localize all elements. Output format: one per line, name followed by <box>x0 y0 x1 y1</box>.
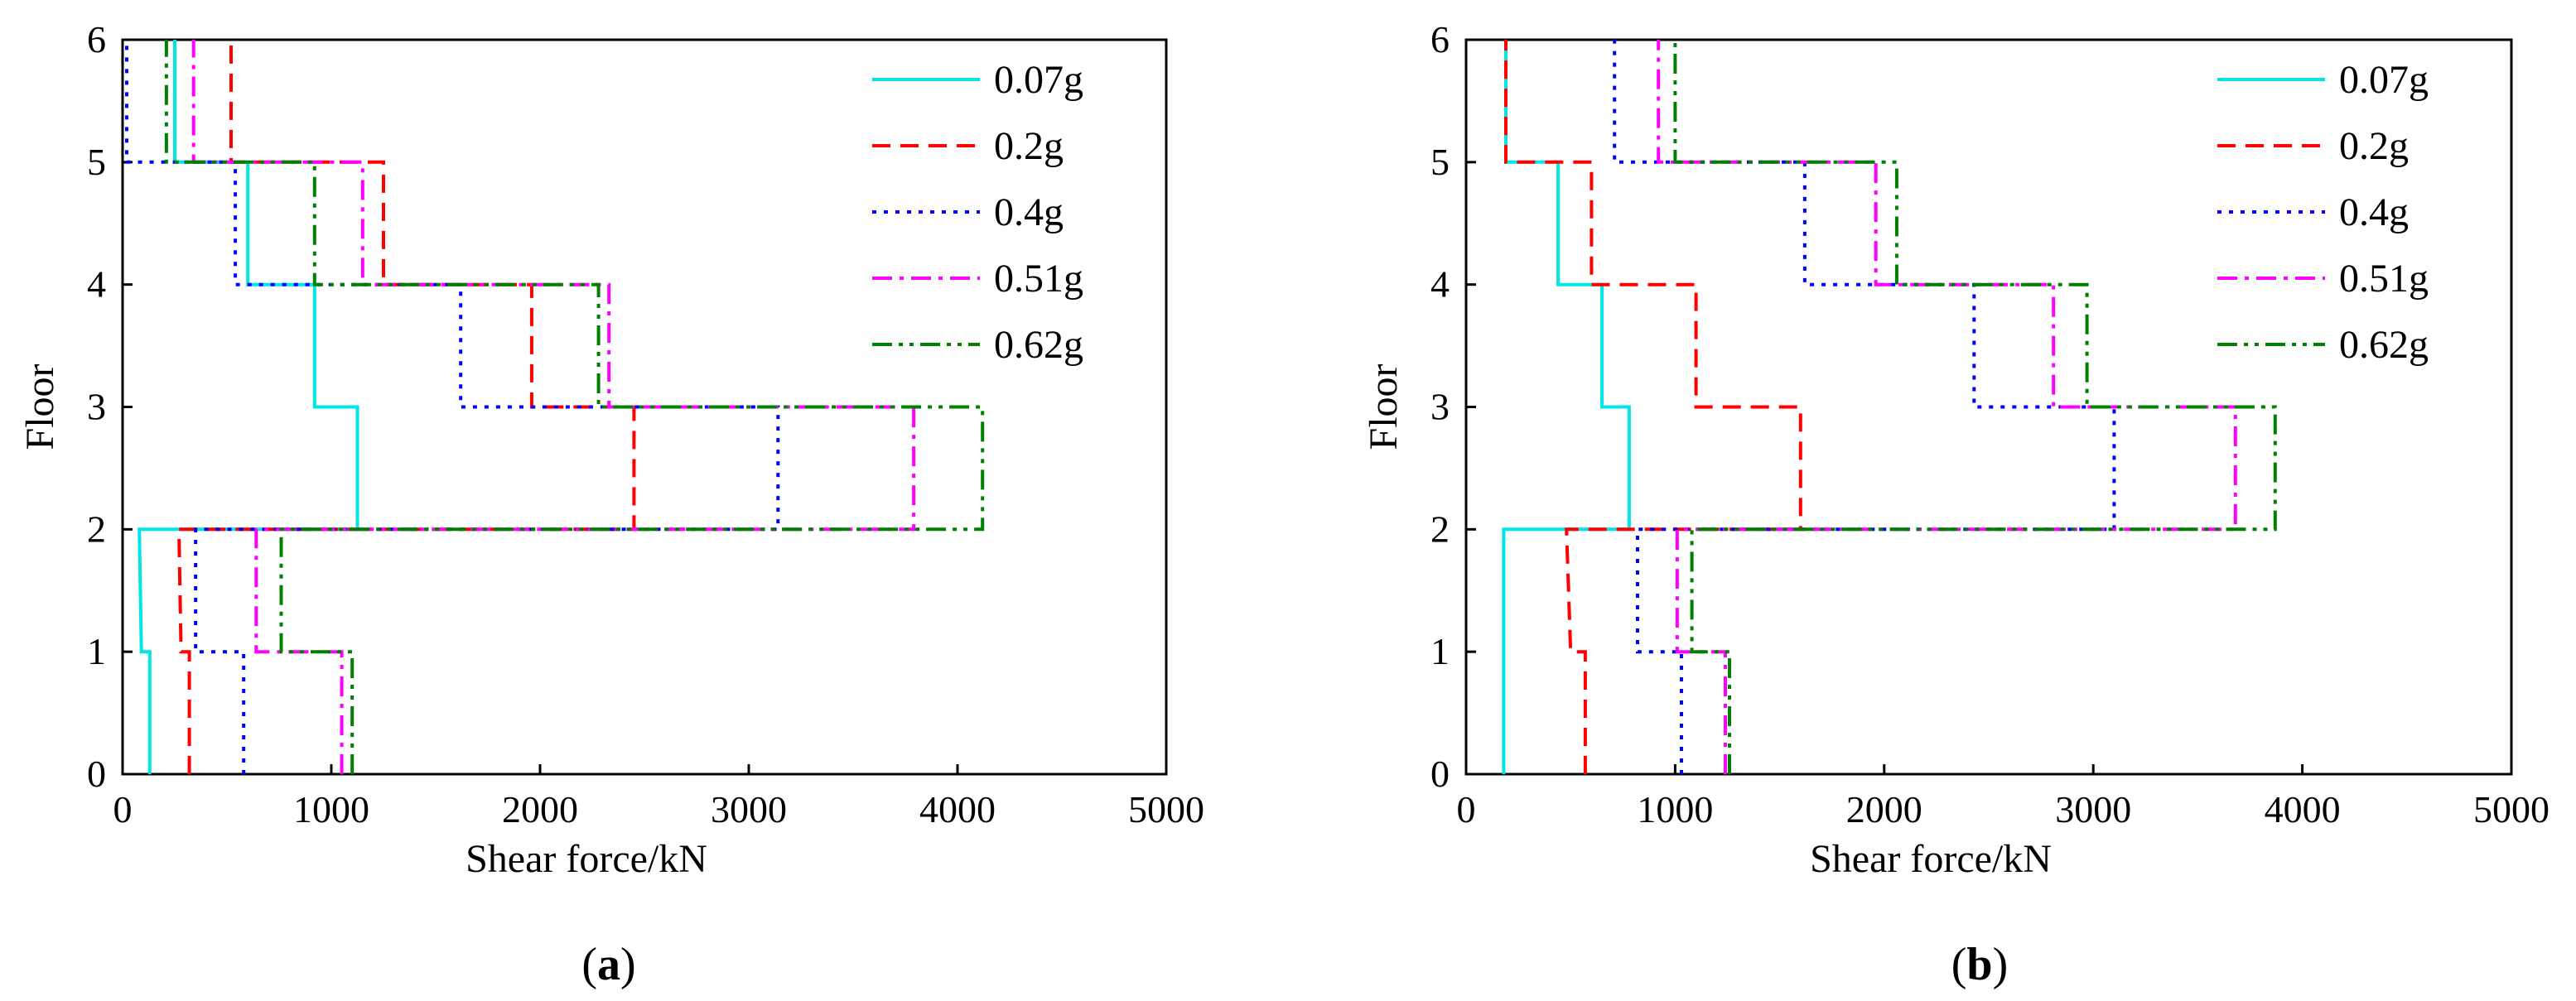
y-tick-label: 0 <box>87 753 106 795</box>
x-axis-label: Shear force/kN <box>466 837 707 881</box>
panel-b: 0 1000 2000 3000 4000 5000 0 1 2 3 4 5 6 Shear force/… <box>1362 18 2549 990</box>
y-tick-label: 5 <box>1430 141 1450 183</box>
legend-label: 0.2g <box>2339 124 2409 168</box>
x-tick-label: 3000 <box>711 788 787 830</box>
panel-caption: (a) <box>581 939 635 990</box>
y-tick-label: 1 <box>1430 630 1450 672</box>
x-tick-label: 2000 <box>1846 788 1922 830</box>
y-tick-label: 4 <box>87 263 106 306</box>
panel-a: 0 1000 2000 3000 4000 5000 0 1 2 3 4 5 6 Shear force/… <box>18 18 1204 990</box>
x-tick-label: 5000 <box>2473 788 2549 830</box>
x-tick-label: 1000 <box>1637 788 1713 830</box>
series-line-0.62g <box>164 40 985 774</box>
x-axis-label: Shear force/kN <box>1810 837 2052 881</box>
x-tick-label: 4000 <box>919 788 996 830</box>
x-tick-label: 1000 <box>293 788 369 830</box>
series-line-0.62g <box>1673 40 2277 774</box>
y-tick-label: 2 <box>87 508 106 550</box>
x-tick-label: 3000 <box>2055 788 2131 830</box>
x-tick-label: 5000 <box>1128 788 1204 830</box>
y-axis-label: Floor <box>1362 363 1406 450</box>
legend-label: 0.4g <box>2339 190 2409 234</box>
series-line-0.2g <box>176 40 636 774</box>
y-tick-label: 3 <box>1430 386 1450 428</box>
x-tick-label: 2000 <box>502 788 578 830</box>
x-tick-label: 0 <box>113 788 133 830</box>
y-tick-label: 6 <box>87 18 106 60</box>
y-tick-label: 0 <box>1430 753 1450 795</box>
y-tick-label: 6 <box>1430 18 1450 60</box>
y-axis-label: Floor <box>18 363 62 450</box>
legend-label: 0.4g <box>994 190 1064 234</box>
legend-label: 0.51g <box>2339 257 2429 301</box>
legend-label: 0.2g <box>994 124 1064 168</box>
y-tick-label: 1 <box>87 630 106 672</box>
series-line-0.07g <box>1502 40 1631 774</box>
series-line-0.4g <box>1613 40 2116 774</box>
series-line-0.07g <box>137 40 359 774</box>
legend-label: 0.07g <box>994 58 1083 102</box>
legend-label: 0.07g <box>2339 58 2429 102</box>
x-tick-label: 4000 <box>2265 788 2341 830</box>
y-tick-label: 5 <box>87 141 106 183</box>
legend-label: 0.62g <box>2339 323 2429 367</box>
legend-label: 0.51g <box>994 257 1083 301</box>
y-tick-label: 2 <box>1430 508 1450 550</box>
legend-label: 0.62g <box>994 323 1083 367</box>
y-tick-label: 3 <box>87 386 106 428</box>
panel-caption: (b) <box>1951 939 2008 990</box>
series-line-0.4g <box>125 40 780 774</box>
x-tick-label: 0 <box>1457 788 1476 830</box>
series-line-0.2g <box>1504 40 1802 774</box>
y-tick-label: 4 <box>1430 263 1450 306</box>
